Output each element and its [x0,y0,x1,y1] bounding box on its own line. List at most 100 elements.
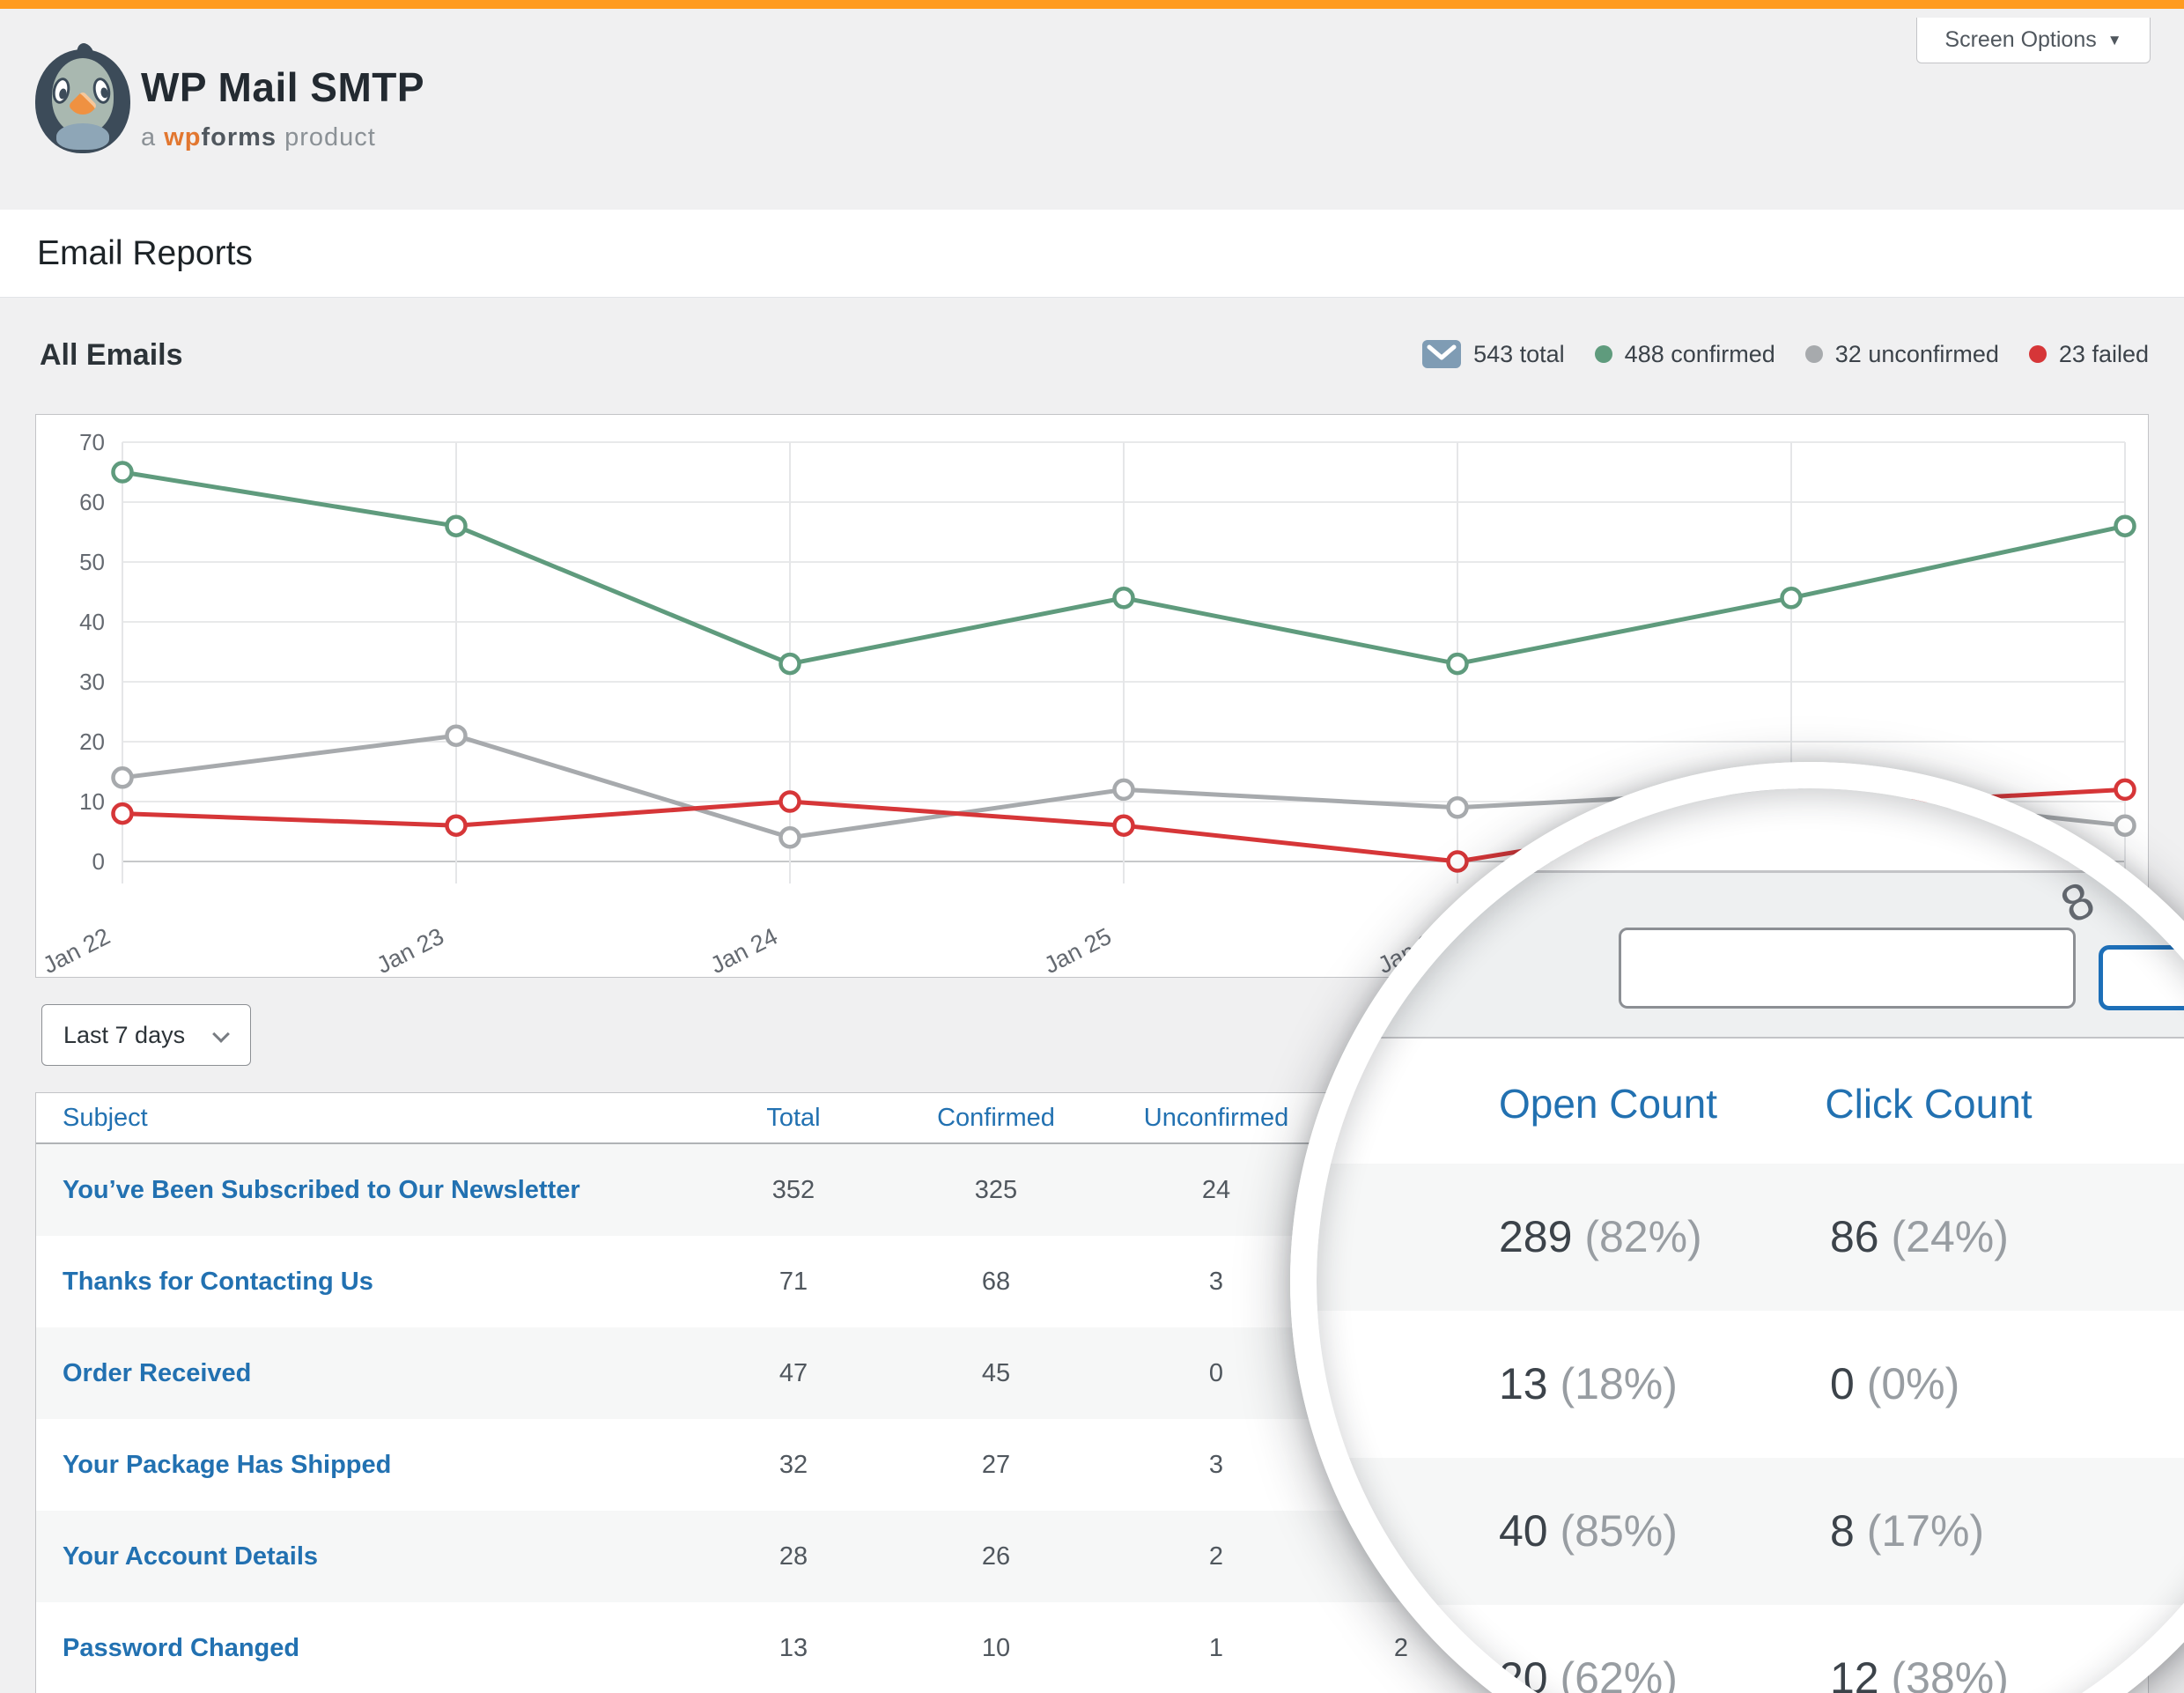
legend-label-failed: 23 failed [2058,340,2149,367]
column-header-confirmed[interactable]: Confirmed [937,1104,1055,1132]
confirmed-dot-icon [1594,345,1612,363]
table-header-row: Subject Total Confirmed Unconfirmed [36,1093,2148,1144]
legend-label-unconfirmed: 32 unconfirmed [1834,340,1999,367]
caret-down-icon: ▼ [2107,31,2122,48]
unconfirmed-value: 2 [1208,1542,1224,1571]
date-range-select[interactable]: Last 7 days [41,1004,251,1066]
total-value: 13 [778,1634,808,1662]
chevron-down-icon [212,1025,230,1043]
brand-block: WP Mail SMTP a wpforms product [141,63,424,152]
click-count-pct: (17%) [1854,1506,1985,1556]
svg-text:70: 70 [79,429,105,455]
subject-link[interactable]: Password Changed [63,1634,300,1662]
screen-options-button[interactable]: Screen Options ▼ [1916,18,2151,63]
lens-table-row: 13 (18%) 0 (0%) [1317,1311,2184,1458]
subject-link[interactable]: You’ve Been Subscribed to Our Newsletter [63,1176,580,1204]
svg-text:40: 40 [79,609,105,635]
open-count-pct: (85%) [1547,1506,1678,1556]
legend-item-failed: 23 failed [2028,340,2149,368]
page-title: Email Reports [37,234,253,272]
wp-mail-smtp-pigeon-logo-icon [35,41,130,153]
legend-item-confirmed: 488 confirmed [1594,340,1775,368]
confirmed-value: 27 [981,1451,1011,1479]
svg-text:0: 0 [92,848,105,875]
open-count-value: 13 [1499,1359,1548,1408]
open-count-value: 289 [1499,1212,1573,1261]
total-value: 47 [778,1359,808,1387]
total-value: 352 [771,1176,815,1204]
click-count-value: 12 [1830,1653,1879,1693]
lens-table-row: 289 (82%) 86 (24%) [1317,1164,2184,1311]
svg-text:Jan 25: Jan 25 [1040,923,1116,977]
open-count-pct: (82%) [1572,1212,1702,1261]
confirmed-value: 45 [981,1359,1011,1387]
svg-text:Jan 22: Jan 22 [39,923,114,977]
page-title-band: Email Reports [0,210,2184,298]
top-accent-bar [0,0,2184,9]
section-head: All Emails 543 total 488 confirmed 32 un… [35,328,2149,382]
svg-text:30: 30 [79,669,105,695]
envelope-icon [1422,340,1462,368]
total-value: 32 [778,1451,808,1479]
subject-link[interactable]: Your Package Has Shipped [63,1451,392,1479]
click-count-pct: (24%) [1878,1212,2009,1261]
app-title: WP Mail SMTP [141,64,425,110]
unconfirmed-value: 3 [1208,1451,1224,1479]
confirmed-value: 10 [981,1634,1011,1662]
svg-text:50: 50 [79,549,105,575]
subject-link[interactable]: Your Account Details [63,1542,319,1571]
table-row: Your Package Has Shipped 32 27 3 [36,1419,2148,1511]
open-count-value: 20 [1499,1653,1548,1693]
legend-item-total: 543 total [1422,340,1565,368]
total-value: 71 [778,1268,808,1296]
svg-text:10: 10 [79,788,105,815]
date-range-value: Last 7 days [63,1021,186,1048]
open-count-pct: (18%) [1547,1359,1678,1408]
click-count-value: 0 [1830,1359,1855,1408]
legend-item-unconfirmed: 32 unconfirmed [1804,340,1999,368]
unconfirmed-value: 24 [1201,1176,1231,1204]
lens-search-input[interactable] [1619,928,2076,1009]
screen-options-label: Screen Options [1944,27,2097,52]
unconfirmed-value: 3 [1208,1268,1224,1296]
legend-label-total: 543 total [1473,340,1565,367]
column-header-total[interactable]: Total [766,1104,821,1132]
confirmed-value: 325 [974,1176,1018,1204]
svg-text:Jan 24: Jan 24 [706,923,782,977]
click-count-value: 86 [1830,1212,1879,1261]
wpforms-forms-text: forms [201,123,277,152]
section-title: All Emails [40,338,183,372]
lens-header-row: Open Count Click Count [1317,1079,2184,1128]
app-tagline: a wpforms product [141,123,376,152]
column-header-open-count[interactable]: Open Count [1498,1081,1718,1127]
column-header-unconfirmed[interactable]: Unconfirmed [1143,1104,1289,1132]
open-count-pct: (62%) [1547,1653,1678,1693]
chart-legend: 543 total 488 confirmed 32 unconfirmed 2… [1422,340,2149,368]
click-count-pct: (0%) [1854,1359,1960,1408]
wpforms-wp-text: wp [164,123,202,152]
confirmed-value: 68 [981,1268,1011,1296]
unconfirmed-value: 1 [1208,1634,1224,1662]
total-value: 28 [778,1542,808,1571]
lens-search-button[interactable] [2099,945,2184,1010]
click-count-value: 8 [1830,1506,1855,1556]
app-header: WP Mail SMTP a wpforms product Screen Op… [0,9,2184,210]
lens-table-row: 20 (62%) 12 (38%) [1317,1605,2184,1693]
svg-text:Jan 23: Jan 23 [373,923,448,977]
column-header-click-count[interactable]: Click Count [1825,1081,2033,1127]
svg-text:60: 60 [79,489,105,515]
legend-label-confirmed: 488 confirmed [1624,340,1775,367]
failed-dot-icon [2028,345,2047,363]
open-count-value: 40 [1499,1506,1548,1556]
unconfirmed-dot-icon [1804,345,1823,363]
table-row: Thanks for Contacting Us 71 68 3 [36,1236,2148,1327]
svg-text:20: 20 [79,728,105,755]
column-header-subject[interactable]: Subject [63,1104,148,1132]
table-row: Password Changed 13 10 1 2 [36,1602,2148,1693]
subject-link[interactable]: Order Received [63,1359,252,1387]
magnifier-lens-content: 8 Open Count Click Count 289 (82%) 86 (2… [1317,788,2184,1693]
click-count-pct: (38%) [1878,1653,2009,1693]
lens-table-row: 40 (85%) 8 (17%) [1317,1458,2184,1605]
subject-link[interactable]: Thanks for Contacting Us [63,1268,373,1296]
